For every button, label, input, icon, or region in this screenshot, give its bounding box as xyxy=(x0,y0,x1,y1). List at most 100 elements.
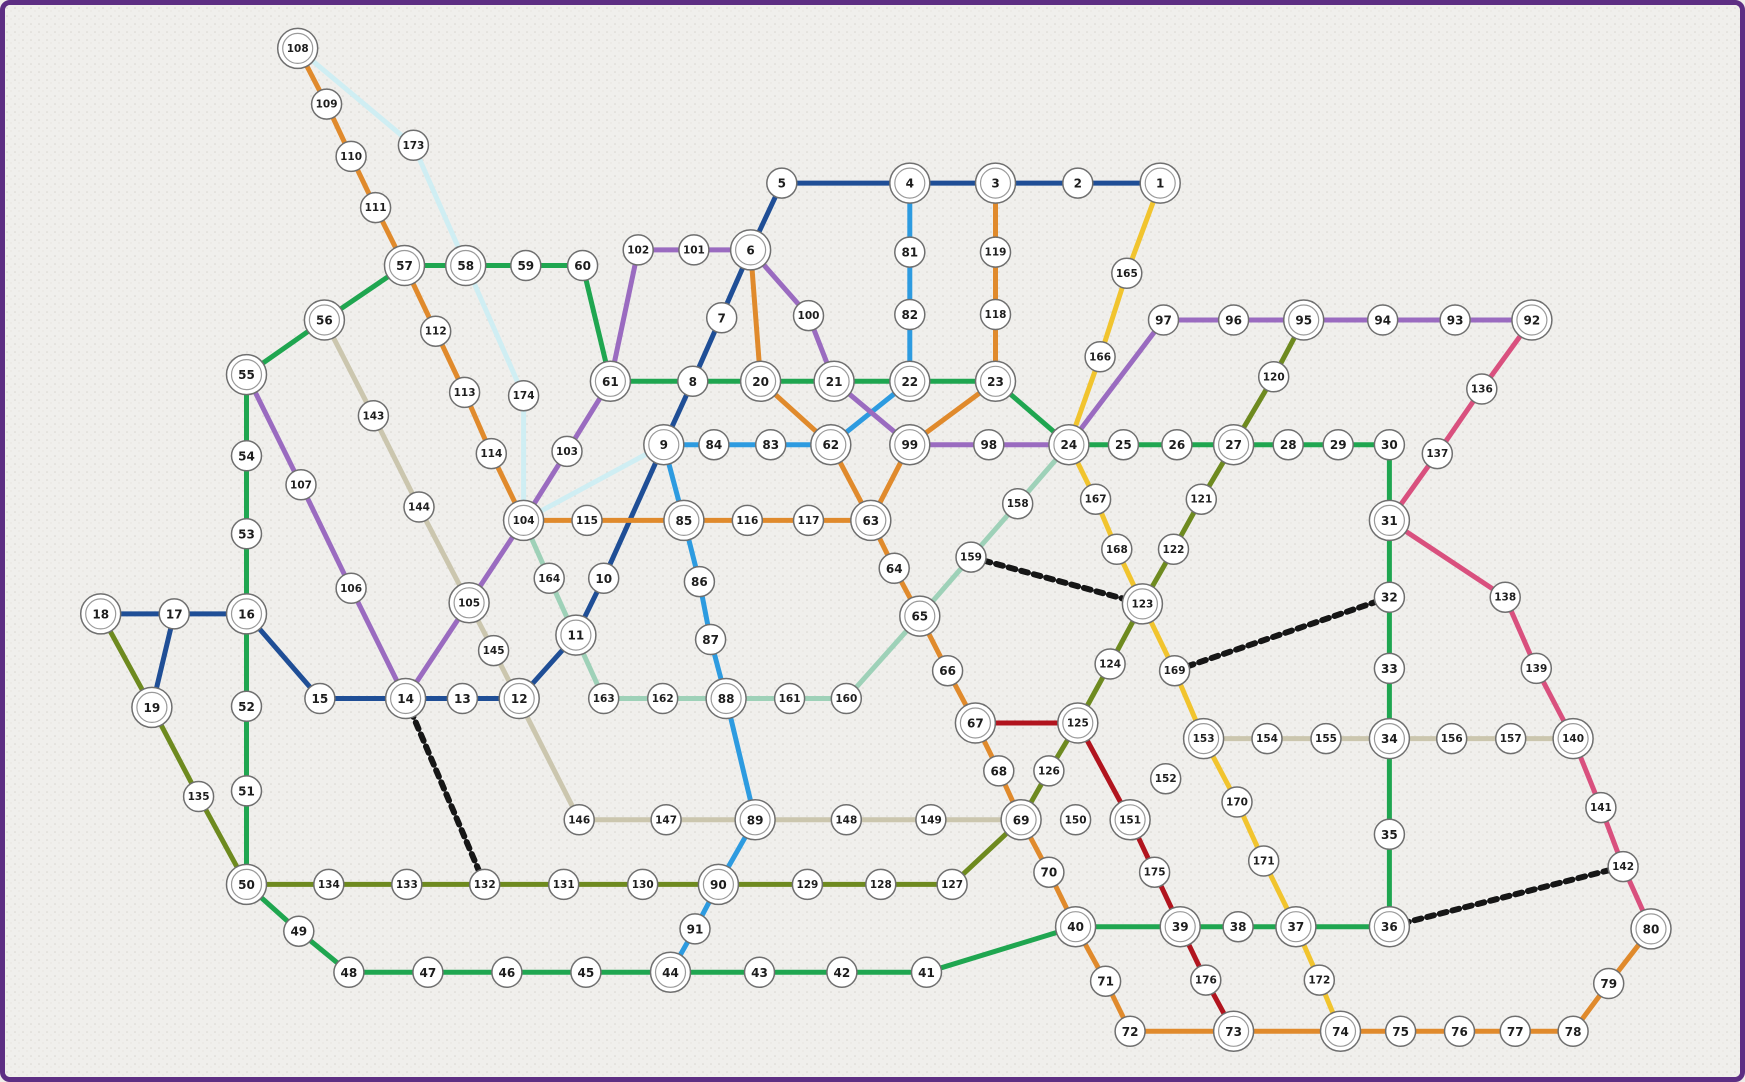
station-62[interactable]: 62 xyxy=(810,423,852,466)
station-25[interactable]: 25 xyxy=(1107,428,1140,461)
station-35[interactable]: 35 xyxy=(1373,818,1406,851)
station-109[interactable]: 109 xyxy=(310,88,343,120)
station-44[interactable]: 44 xyxy=(649,951,692,994)
station-19[interactable]: 19 xyxy=(131,686,173,729)
station-153[interactable]: 153 xyxy=(1182,717,1225,760)
station-83[interactable]: 83 xyxy=(754,428,787,461)
station-148[interactable]: 148 xyxy=(830,804,863,836)
station-50[interactable]: 50 xyxy=(225,863,268,906)
station-160[interactable]: 160 xyxy=(830,682,863,715)
station-132[interactable]: 132 xyxy=(468,868,501,901)
station-106[interactable]: 106 xyxy=(335,572,367,605)
station-141[interactable]: 141 xyxy=(1585,791,1617,824)
station-86[interactable]: 86 xyxy=(683,565,716,598)
station-166[interactable]: 166 xyxy=(1084,341,1116,373)
station-138[interactable]: 138 xyxy=(1489,581,1521,613)
station-78[interactable]: 78 xyxy=(1557,1015,1589,1048)
station-12[interactable]: 12 xyxy=(498,677,540,720)
station-49[interactable]: 49 xyxy=(283,915,315,947)
station-70[interactable]: 70 xyxy=(1033,856,1065,888)
station-34[interactable]: 34 xyxy=(1368,717,1411,760)
station-9[interactable]: 9 xyxy=(643,423,685,466)
station-82[interactable]: 82 xyxy=(894,298,926,331)
station-128[interactable]: 128 xyxy=(865,868,897,901)
station-88[interactable]: 88 xyxy=(705,677,747,720)
station-133[interactable]: 133 xyxy=(391,868,423,901)
station-155[interactable]: 155 xyxy=(1310,722,1342,755)
station-112[interactable]: 112 xyxy=(419,315,452,347)
station-33[interactable]: 33 xyxy=(1373,652,1406,685)
station-145[interactable]: 145 xyxy=(477,634,510,667)
station-48[interactable]: 48 xyxy=(333,956,365,989)
station-21[interactable]: 21 xyxy=(813,360,855,403)
station-69[interactable]: 69 xyxy=(1000,799,1042,841)
station-17[interactable]: 17 xyxy=(158,598,190,630)
station-131[interactable]: 131 xyxy=(547,868,580,901)
station-117[interactable]: 117 xyxy=(792,504,825,537)
station-143[interactable]: 143 xyxy=(357,400,390,432)
station-154[interactable]: 154 xyxy=(1251,722,1283,755)
station-79[interactable]: 79 xyxy=(1592,967,1625,1000)
station-144[interactable]: 144 xyxy=(403,491,435,523)
station-65[interactable]: 65 xyxy=(899,595,941,637)
station-56[interactable]: 56 xyxy=(303,299,346,341)
station-4[interactable]: 4 xyxy=(889,162,931,204)
station-126[interactable]: 126 xyxy=(1033,755,1065,787)
station-136[interactable]: 136 xyxy=(1466,373,1498,405)
station-18[interactable]: 18 xyxy=(79,593,122,635)
station-14[interactable]: 14 xyxy=(384,677,427,720)
station-150[interactable]: 150 xyxy=(1059,804,1092,836)
station-13[interactable]: 13 xyxy=(446,682,479,715)
station-95[interactable]: 95 xyxy=(1282,299,1325,341)
station-66[interactable]: 66 xyxy=(931,654,964,687)
station-127[interactable]: 127 xyxy=(936,868,968,901)
station-121[interactable]: 121 xyxy=(1185,483,1218,515)
station-54[interactable]: 54 xyxy=(230,440,263,472)
station-3[interactable]: 3 xyxy=(974,162,1017,204)
station-137[interactable]: 137 xyxy=(1421,437,1454,470)
station-151[interactable]: 151 xyxy=(1109,799,1151,841)
station-122[interactable]: 122 xyxy=(1157,533,1190,566)
station-73[interactable]: 73 xyxy=(1212,1010,1255,1053)
station-149[interactable]: 149 xyxy=(915,804,947,836)
station-2[interactable]: 2 xyxy=(1062,167,1094,199)
station-103[interactable]: 103 xyxy=(551,435,583,468)
station-108[interactable]: 108 xyxy=(276,27,319,70)
station-40[interactable]: 40 xyxy=(1054,905,1097,948)
station-157[interactable]: 157 xyxy=(1494,722,1527,755)
station-104[interactable]: 104 xyxy=(502,499,545,542)
station-46[interactable]: 46 xyxy=(491,956,523,989)
station-111[interactable]: 111 xyxy=(359,191,392,224)
station-1[interactable]: 1 xyxy=(1139,162,1181,204)
station-158[interactable]: 158 xyxy=(1001,487,1034,520)
station-98[interactable]: 98 xyxy=(973,428,1005,461)
station-38[interactable]: 38 xyxy=(1222,910,1254,943)
station-30[interactable]: 30 xyxy=(1373,428,1406,461)
station-147[interactable]: 147 xyxy=(650,804,682,836)
station-16[interactable]: 16 xyxy=(225,593,268,635)
station-90[interactable]: 90 xyxy=(697,863,740,906)
station-116[interactable]: 116 xyxy=(731,504,764,537)
station-45[interactable]: 45 xyxy=(570,956,602,989)
station-162[interactable]: 162 xyxy=(646,682,679,715)
station-68[interactable]: 68 xyxy=(983,755,1015,787)
station-170[interactable]: 170 xyxy=(1221,786,1253,818)
station-119[interactable]: 119 xyxy=(979,236,1012,268)
station-60[interactable]: 60 xyxy=(566,249,599,282)
station-23[interactable]: 23 xyxy=(974,360,1017,403)
station-101[interactable]: 101 xyxy=(678,234,710,266)
station-129[interactable]: 129 xyxy=(791,868,824,901)
station-55[interactable]: 55 xyxy=(225,353,268,396)
station-113[interactable]: 113 xyxy=(448,376,481,409)
station-10[interactable]: 10 xyxy=(587,562,620,595)
station-123[interactable]: 123 xyxy=(1121,583,1164,625)
station-39[interactable]: 39 xyxy=(1159,905,1201,948)
station-130[interactable]: 130 xyxy=(626,868,659,901)
station-74[interactable]: 74 xyxy=(1319,1010,1362,1053)
station-92[interactable]: 92 xyxy=(1511,299,1553,341)
station-110[interactable]: 110 xyxy=(335,140,367,173)
station-107[interactable]: 107 xyxy=(285,469,317,501)
station-97[interactable]: 97 xyxy=(1147,304,1180,336)
station-72[interactable]: 72 xyxy=(1114,1015,1146,1048)
station-168[interactable]: 168 xyxy=(1101,533,1133,566)
